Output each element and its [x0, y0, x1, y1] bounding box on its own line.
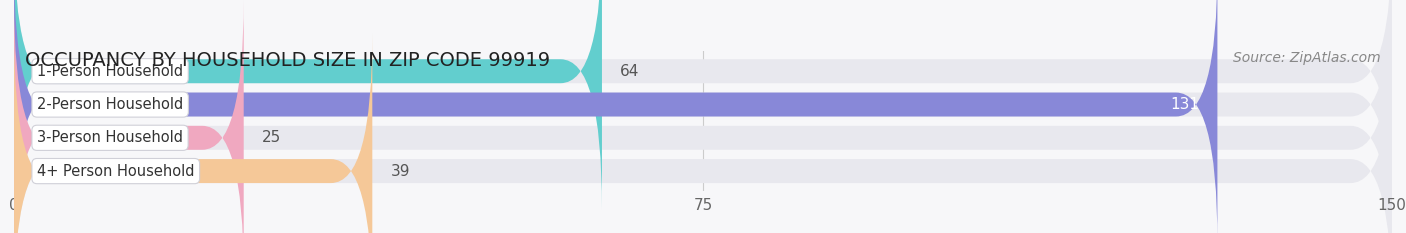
FancyBboxPatch shape — [14, 0, 1392, 233]
Text: 4+ Person Household: 4+ Person Household — [37, 164, 194, 178]
Text: 1-Person Household: 1-Person Household — [37, 64, 183, 79]
FancyBboxPatch shape — [14, 0, 1218, 233]
FancyBboxPatch shape — [14, 0, 243, 233]
Text: 25: 25 — [262, 130, 281, 145]
Text: 3-Person Household: 3-Person Household — [37, 130, 183, 145]
FancyBboxPatch shape — [14, 33, 373, 233]
FancyBboxPatch shape — [14, 0, 602, 209]
Text: 131: 131 — [1170, 97, 1199, 112]
FancyBboxPatch shape — [14, 33, 1392, 233]
Text: 2-Person Household: 2-Person Household — [37, 97, 183, 112]
FancyBboxPatch shape — [14, 0, 1392, 233]
Text: OCCUPANCY BY HOUSEHOLD SIZE IN ZIP CODE 99919: OCCUPANCY BY HOUSEHOLD SIZE IN ZIP CODE … — [25, 51, 550, 70]
FancyBboxPatch shape — [14, 0, 1392, 209]
Text: 39: 39 — [391, 164, 411, 178]
Text: Source: ZipAtlas.com: Source: ZipAtlas.com — [1233, 51, 1381, 65]
Text: 64: 64 — [620, 64, 640, 79]
